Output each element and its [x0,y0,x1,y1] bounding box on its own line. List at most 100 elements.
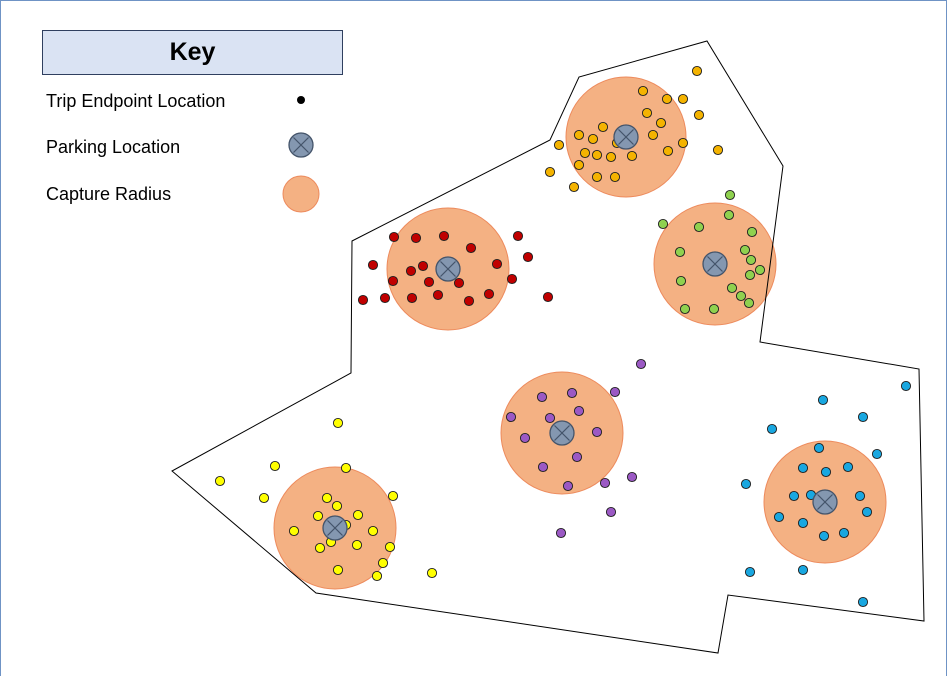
trip-endpoint-purple [566,387,578,399]
trip-endpoint-red [405,265,417,277]
trip-endpoint-red [388,231,400,243]
trip-endpoint-purple [626,471,638,483]
trip-endpoint-green [675,275,687,287]
trip-endpoint-orange [661,93,673,105]
trip-endpoint-orange [691,65,703,77]
crossed-circle-icon [288,132,314,158]
trip-endpoint-green [679,303,691,315]
trip-endpoint-red [483,288,495,300]
trip-endpoint-red [506,273,518,285]
trip-endpoint-blue [820,466,832,478]
parking-location-green [702,251,728,277]
trip-endpoint-red [512,230,524,242]
trip-endpoint-yellow [371,570,383,582]
trip-endpoint-orange [605,151,617,163]
parking-location-red [435,256,461,282]
trip-endpoint-yellow [377,557,389,569]
trip-endpoint-orange [609,171,621,183]
trip-endpoint-orange [641,107,653,119]
trip-endpoint-purple [505,411,517,423]
trip-endpoint-purple [635,358,647,370]
trip-endpoint-red [379,292,391,304]
trip-endpoint-orange [591,149,603,161]
trip-endpoint-purple [573,405,585,417]
trip-endpoint-purple [571,451,583,463]
trip-endpoint-orange [573,129,585,141]
trip-endpoint-green [723,209,735,221]
trip-endpoint-red [387,275,399,287]
trip-endpoint-blue [900,380,912,392]
key-label-parking: Parking Location [46,137,181,157]
trip-endpoint-orange [647,129,659,141]
trip-endpoint-yellow [321,492,333,504]
key-label-trip-endpoint: Trip Endpoint Location [46,91,226,111]
trip-endpoint-yellow [367,525,379,537]
trip-endpoint-red [438,230,450,242]
trip-endpoint-blue [740,478,752,490]
parking-cross-line [293,137,309,153]
trip-endpoint-purple [605,506,617,518]
trip-endpoint-yellow [269,460,281,472]
trip-endpoint-orange [655,117,667,129]
trip-endpoint-red [522,251,534,263]
trip-endpoint-orange [573,159,585,171]
trip-endpoint-blue [817,394,829,406]
trip-endpoint-green [674,246,686,258]
trip-endpoint-green [693,221,705,233]
trip-endpoint-orange [637,85,649,97]
trip-endpoint-blue [854,490,866,502]
trip-endpoint-green [754,264,766,276]
trip-endpoint-red [410,232,422,244]
trip-endpoint-blue [797,462,809,474]
capture-radius-layer [273,76,887,590]
trip-endpoint-blue [857,596,869,608]
trip-endpoint-red [465,242,477,254]
trip-endpoint-orange [553,139,565,151]
key-label-capture-radius: Capture Radius [46,184,172,204]
trip-endpoint-yellow [312,510,324,522]
trip-endpoint-blue [766,423,778,435]
trip-endpoint-blue [838,527,850,539]
trip-endpoint-red [542,291,554,303]
trip-endpoint-blue [788,490,800,502]
trip-endpoint-red [432,289,444,301]
trip-endpoint-orange [677,93,689,105]
service-area-boundary [171,40,925,654]
trip-endpoint-blue [861,506,873,518]
trip-endpoint-orange [662,145,674,157]
parking-cross-line [707,256,723,272]
trip-endpoint-green [744,269,756,281]
trip-endpoint-orange [693,109,705,121]
parking-location-blue [812,489,838,515]
trip-endpoint-green [743,297,755,309]
trip-endpoint-blue [744,566,756,578]
trip-endpoint-orange [626,150,638,162]
trip-endpoint-purple [555,527,567,539]
trip-endpoint-layer [214,65,912,608]
trip-endpoint-blue [871,448,883,460]
trip-endpoint-purple [536,391,548,403]
trip-endpoint-orange [587,133,599,145]
trip-endpoint-red [357,294,369,306]
parking-cross-line [554,425,570,441]
trip-endpoint-yellow [352,509,364,521]
trip-endpoint-red [417,260,429,272]
parking-cross-line [440,261,456,277]
trip-endpoint-red [463,295,475,307]
shaded-circle-icon [282,175,320,213]
trip-endpoint-blue [857,411,869,423]
trip-endpoint-green [724,189,736,201]
trip-endpoint-yellow [387,490,399,502]
trip-endpoint-green [746,226,758,238]
trip-endpoint-blue [818,530,830,542]
trip-endpoint-red [367,259,379,271]
trip-endpoint-green [726,282,738,294]
key-symbols [282,96,320,213]
trip-endpoint-purple [519,432,531,444]
trip-endpoint-purple [562,480,574,492]
trip-endpoint-blue [842,461,854,473]
trip-endpoint-orange [712,144,724,156]
trip-endpoint-orange [544,166,556,178]
black-dot-icon [297,96,305,104]
trip-endpoint-yellow [214,475,226,487]
